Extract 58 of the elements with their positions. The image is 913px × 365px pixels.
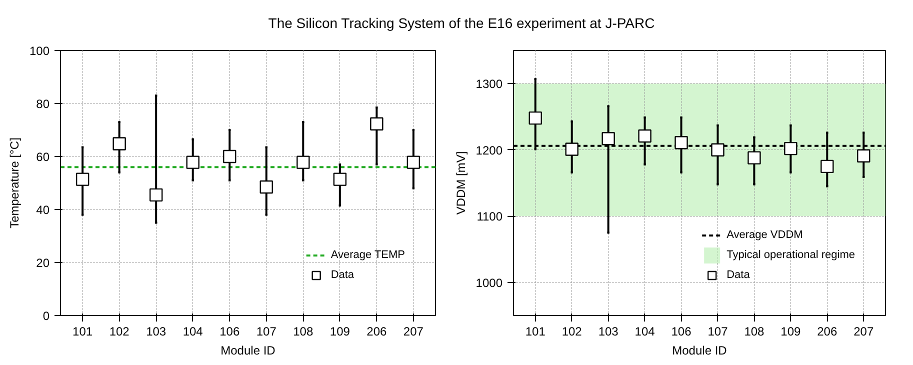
point [748, 151, 761, 164]
point [406, 156, 420, 169]
point [149, 188, 163, 202]
y-tick-label: 0 [42, 309, 50, 323]
point [565, 142, 578, 156]
point [223, 150, 236, 164]
legend-label: Data [330, 269, 354, 281]
y-tick-label: 1000 [476, 276, 503, 290]
y-tick-label: 20 [36, 256, 50, 270]
legend-label: Data [726, 269, 750, 281]
x-axis-title: Module ID [672, 344, 728, 358]
point [674, 136, 688, 150]
x-tick-label: 206 [817, 324, 838, 338]
y-tick-label: 40 [36, 203, 50, 217]
x-tick-label: 207 [854, 324, 874, 338]
x-tick-label: 109 [330, 324, 350, 338]
point [76, 172, 90, 186]
point [857, 149, 870, 162]
point [333, 172, 347, 186]
legend-label: Average TEMP [330, 249, 405, 261]
x-tick-label: 104 [634, 324, 656, 338]
x-tick-label: 102 [109, 324, 130, 338]
x-tick-label: 104 [182, 324, 204, 338]
point [186, 156, 200, 169]
y-tick-label: 1100 [476, 210, 503, 224]
point [602, 132, 615, 146]
x-tick-label: 109 [780, 324, 802, 338]
x-tick-label: 101 [525, 324, 546, 338]
y-tick-label: 60 [36, 150, 50, 164]
chart-title: The Silicon Tracking System of the E16 experiment at J-PARC [268, 14, 655, 33]
point [260, 180, 273, 194]
point [784, 142, 798, 156]
y-tick-label: 100 [29, 44, 50, 58]
x-tick-label: 206 [366, 324, 388, 338]
point [296, 156, 310, 169]
x-tick-label: 103 [146, 324, 166, 338]
point [528, 111, 542, 125]
x-tick-label: 101 [72, 324, 93, 338]
point [711, 143, 724, 156]
x-tick-label: 102 [562, 324, 582, 338]
x-axis-title: Module ID [220, 344, 276, 358]
legend-label: Typical operational regime [726, 249, 855, 261]
x-tick-label: 106 [671, 324, 692, 338]
y-tick-label: 1300 [476, 77, 503, 92]
x-tick-label: 103 [598, 324, 619, 338]
point [820, 160, 834, 174]
x-tick-label: 107 [256, 324, 277, 338]
x-tick-label: 107 [708, 324, 728, 338]
x-tick-label: 106 [220, 324, 240, 338]
point [638, 129, 652, 143]
x-tick-label: 207 [403, 324, 424, 338]
y-axis-title: VDDM [mV] [454, 151, 468, 215]
legend-label: Average VDDM [726, 229, 803, 241]
y-tick-label: 80 [36, 97, 50, 111]
y-axis-title: Temperature [°C] [7, 138, 22, 228]
y-tick-label: 1200 [476, 143, 503, 158]
x-tick-label: 108 [744, 324, 765, 338]
x-tick-label: 108 [293, 324, 314, 338]
